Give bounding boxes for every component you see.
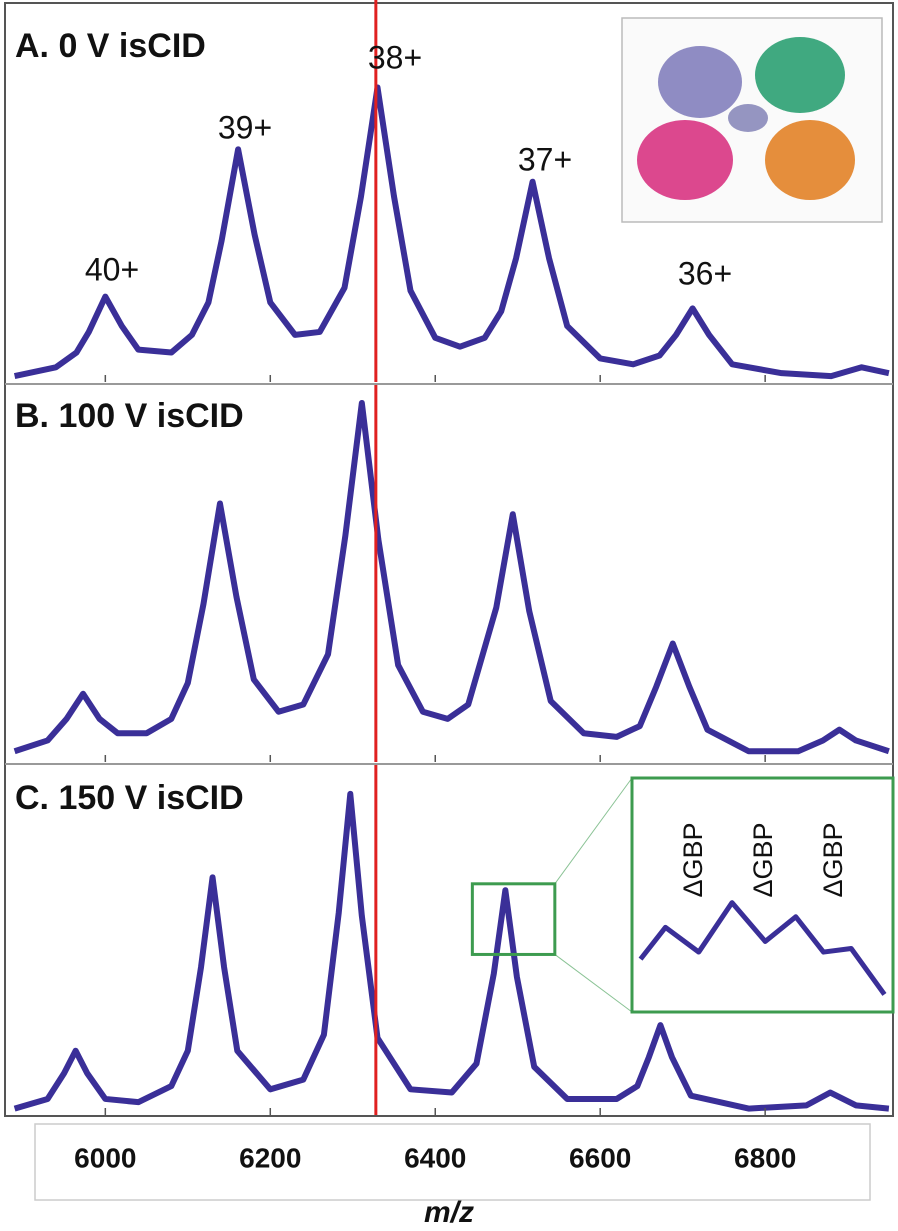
inset-label: ΔGBP: [678, 822, 708, 897]
subunit: [765, 120, 855, 200]
x-tick-label: 6800: [734, 1142, 796, 1173]
x-tick-label: 6200: [239, 1142, 301, 1173]
peak-label: 40+: [85, 251, 139, 287]
inset-frame: [630, 776, 895, 1014]
axis-label-box: [34, 1123, 871, 1201]
peak-label: 38+: [368, 39, 422, 75]
peak-label: 39+: [218, 109, 272, 145]
panel-title: C. 150 V isCID: [15, 779, 244, 817]
panel-title: B. 100 V isCID: [15, 397, 244, 435]
peak-label: 37+: [518, 141, 572, 177]
x-axis-label: m/z: [424, 1196, 474, 1229]
structure-inset: [621, 17, 883, 223]
inset-label: ΔGBP: [818, 822, 848, 897]
zoom-connector: [554, 954, 633, 1013]
x-tick-label: 6400: [404, 1142, 466, 1173]
subunit-core: [728, 104, 768, 132]
subunit: [658, 46, 742, 118]
zoom-connector: [554, 777, 633, 885]
spectrum: [13, 790, 890, 1112]
subunit: [755, 37, 845, 113]
inset-spectrum: [638, 900, 887, 996]
inset-label: ΔGBP: [748, 822, 778, 897]
peak-label: 36+: [678, 255, 732, 291]
panel-title: A. 0 V isCID: [15, 27, 206, 65]
zoom-box: [470, 882, 557, 956]
spectrum: [13, 84, 890, 380]
subunit: [637, 120, 733, 200]
frame: [4, 2, 894, 1117]
spectrum: [13, 399, 890, 755]
x-tick-label: 6600: [569, 1142, 631, 1173]
x-tick-label: 6000: [74, 1142, 136, 1173]
